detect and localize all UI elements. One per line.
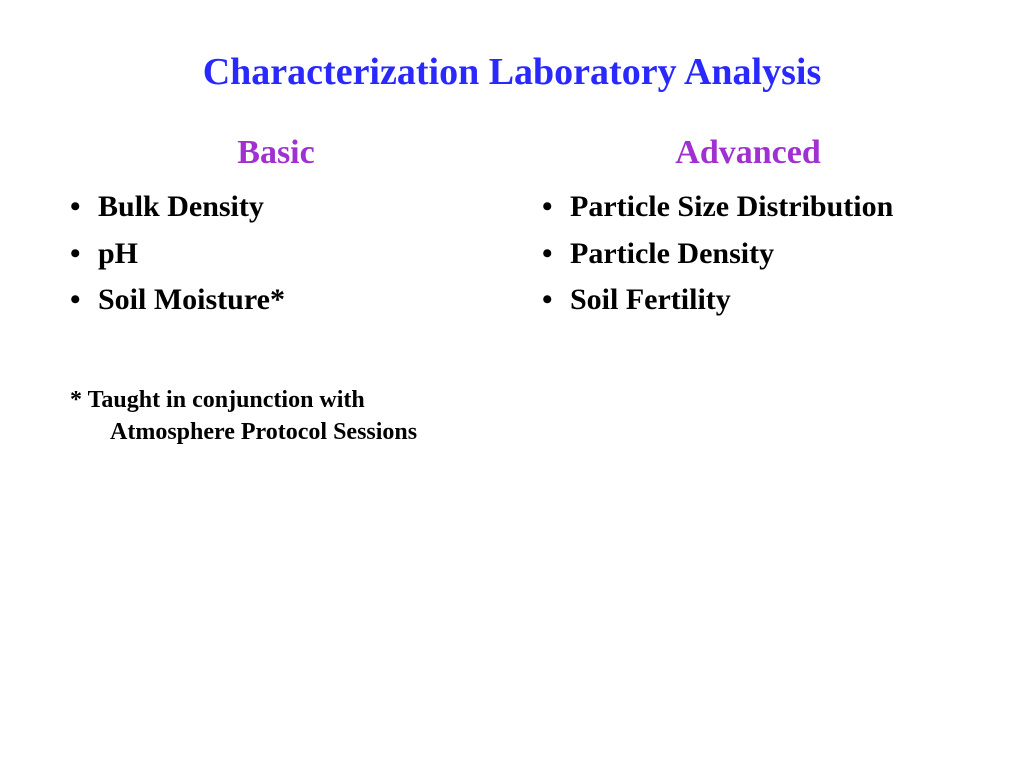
bullet-list-basic: Bulk Density pH Soil Moisture* (60, 184, 492, 324)
column-heading-advanced: Advanced (532, 134, 964, 172)
footnote-line2: Atmosphere Protocol Sessions (70, 416, 492, 448)
columns-container: Basic Bulk Density pH Soil Moisture* * T… (60, 134, 964, 448)
column-heading-basic: Basic (60, 134, 492, 172)
footnote: * Taught in conjunction with Atmosphere … (60, 384, 492, 449)
footnote-line1: * Taught in conjunction with (70, 387, 365, 413)
column-advanced: Advanced Particle Size Distribution Part… (532, 134, 964, 448)
list-item: Particle Density (542, 231, 964, 278)
list-item: Soil Moisture* (70, 277, 492, 324)
list-item: Particle Size Distribution (542, 184, 964, 231)
list-item: Soil Fertility (542, 277, 964, 324)
slide-title: Characterization Laboratory Analysis (60, 50, 964, 94)
bullet-list-advanced: Particle Size Distribution Particle Dens… (532, 184, 964, 324)
column-basic: Basic Bulk Density pH Soil Moisture* * T… (60, 134, 492, 448)
list-item: Bulk Density (70, 184, 492, 231)
list-item: pH (70, 231, 492, 278)
